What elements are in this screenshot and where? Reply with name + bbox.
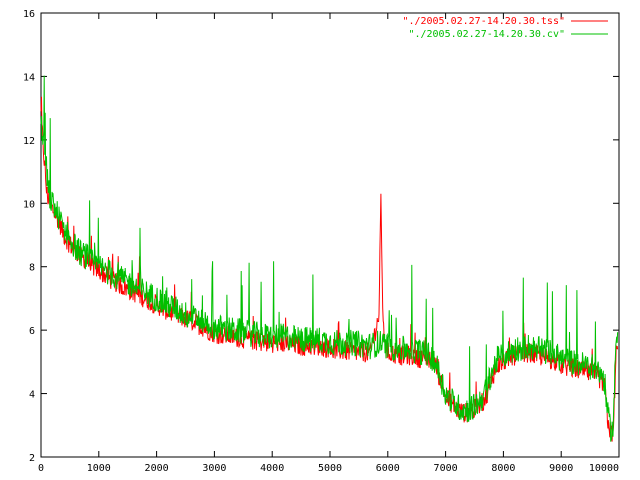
x-tick-label: 1000: [87, 463, 111, 474]
series-line-cv: [40, 75, 619, 442]
series-layer: [40, 75, 619, 442]
y-tick-label: 10: [23, 199, 35, 210]
y-tick-label: 2: [29, 453, 35, 464]
x-tick-label: 7000: [434, 463, 458, 474]
x-tick-label: 5000: [318, 463, 342, 474]
y-tick-label: 4: [29, 390, 35, 401]
y-tick-label: 16: [23, 9, 35, 20]
x-tick-label: 2000: [145, 463, 169, 474]
legend-label-cv: "./2005.02.27-14.20.30.cv": [408, 29, 565, 40]
x-tick-label: 9000: [549, 463, 573, 474]
x-tick-label: 6000: [376, 463, 400, 474]
x-tick-label: 10000: [589, 463, 619, 474]
x-tick-label: 4000: [260, 463, 284, 474]
y-tick-label: 12: [23, 136, 35, 147]
axis-ticks: 0 1000 2000 3000 4000 5000 6000 7000 8000 9000 100…: [23, 9, 620, 474]
series-line-tss: [40, 96, 619, 442]
x-tick-label: 3000: [202, 463, 226, 474]
x-tick-label: 8000: [491, 463, 515, 474]
legend: "./2005.02.27-14.20.30.tss" "./2005.02.2…: [402, 16, 608, 40]
legend-label-tss: "./2005.02.27-14.20.30.tss": [402, 16, 565, 27]
y-tick-label: 6: [29, 326, 35, 337]
plot-frame: [40, 12, 620, 458]
y-tick-label: 8: [29, 263, 35, 274]
x-tick-label: 0: [38, 463, 44, 474]
y-tick-label: 14: [23, 72, 35, 83]
